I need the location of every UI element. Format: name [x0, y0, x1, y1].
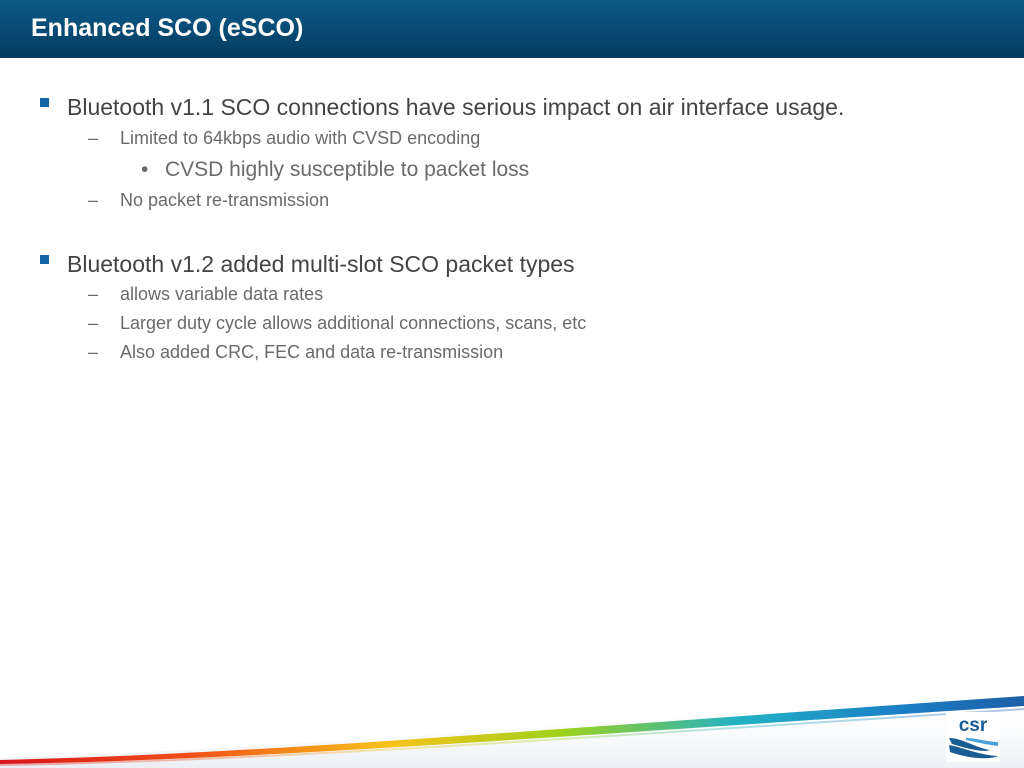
bullet-square-icon [40, 255, 49, 264]
dash-marker: – [88, 284, 99, 304]
logo-text: csr [959, 715, 988, 736]
bullet-square-icon [40, 98, 49, 107]
bullet-2-sub-3: Also added CRC, FEC and data re-transmis… [120, 342, 504, 362]
bullet-1-sub-1-sub-1: CVSD highly susceptible to packet loss [165, 158, 530, 181]
dash-marker: – [88, 342, 99, 362]
slide-title: Enhanced SCO (eSCO) [31, 14, 304, 42]
bullet-1-sub-1: Limited to 64kbps audio with CVSD encodi… [120, 128, 481, 148]
bullet-2-sub-1: allows variable data rates [120, 284, 324, 304]
bullet-1-sub-2: No packet re-transmission [120, 190, 330, 210]
bullet-2: Bluetooth v1.2 added multi-slot SCO pack… [67, 251, 575, 277]
dot-marker: • [141, 158, 149, 181]
dash-marker: – [88, 190, 99, 210]
bullet-1: Bluetooth v1.1 SCO connections have seri… [67, 94, 845, 120]
title-bar: Enhanced SCO (eSCO) [0, 0, 1024, 58]
dash-marker: – [88, 313, 99, 333]
bullet-2-sub-2: Larger duty cycle allows additional conn… [120, 313, 587, 333]
rainbow-swoosh [0, 694, 1024, 768]
csr-logo-icon: csr [946, 712, 1000, 762]
dash-marker: – [88, 128, 99, 148]
